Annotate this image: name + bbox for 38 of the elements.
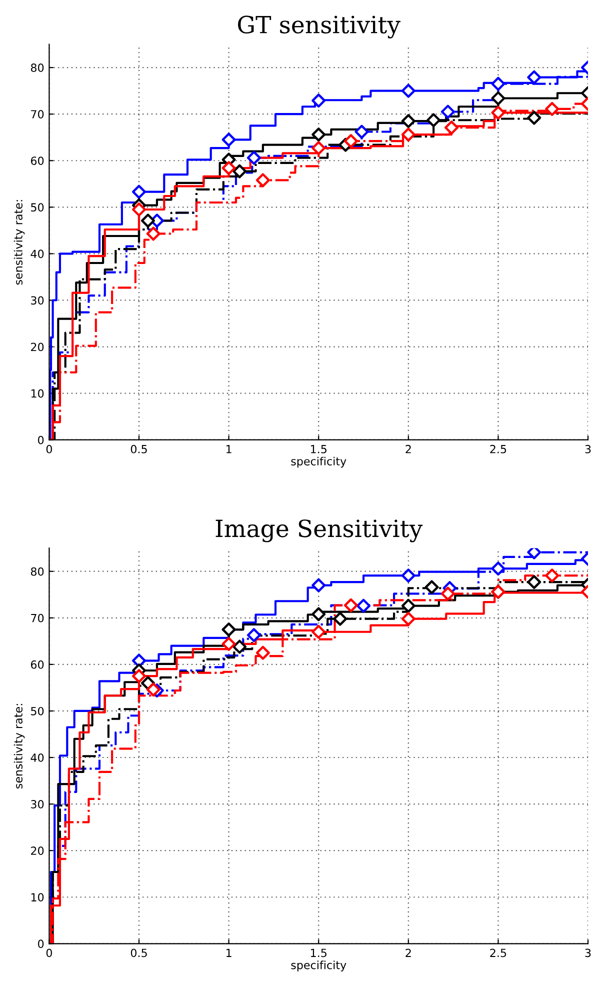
x-tick-label: 3 [585,948,591,958]
x-tick-label: 2.5 [490,948,506,958]
y-tick-label: 50 [31,706,44,716]
x-axis-title: specificity [291,960,346,972]
y-tick-label: 40 [30,753,44,762]
y-tick-label: 70 [31,110,44,118]
chart-title: Image Sensitivity [216,519,423,542]
x-tick-label: 0.5 [130,948,147,958]
y-tick-label: 70 [31,614,44,622]
y-tick-label: 0 [38,940,44,948]
x-tick-label: 0 [46,444,52,454]
y-tick-label: 80 [30,64,44,72]
y-tick-label: 50 [31,203,44,212]
y-tick-label: 20 [31,846,44,855]
y-tick-label: 30 [31,296,44,305]
x-axis-title: specificity [291,456,346,468]
y-axis-title: sensitivity rate: [14,200,25,285]
y-tick-label: 0 [38,436,44,444]
y-tick-label: 30 [31,800,44,808]
y-axis-title: sensitivity rate: [14,704,25,788]
x-tick-label: 2 [406,948,411,957]
x-tick-label: 3 [585,444,591,454]
y-tick-label: 40 [30,250,44,258]
y-tick-label: 60 [30,660,44,669]
y-tick-label: 20 [31,342,44,352]
x-tick-label: 0 [46,948,52,958]
y-tick-label: 60 [30,156,44,166]
y-tick-label: 10 [31,389,44,398]
x-tick-label: 2.5 [490,444,506,454]
y-tick-label: 10 [31,893,44,902]
x-tick-label: 1.5 [310,948,326,958]
x-tick-label: 0.5 [130,444,147,454]
x-tick-label: 2 [406,444,411,454]
x-tick-label: 1 [226,948,232,957]
y-tick-label: 80 [30,567,44,576]
x-tick-label: 1 [226,445,232,454]
x-tick-label: 1.5 [310,445,326,454]
chart-title: GT sensitivity [238,16,400,38]
